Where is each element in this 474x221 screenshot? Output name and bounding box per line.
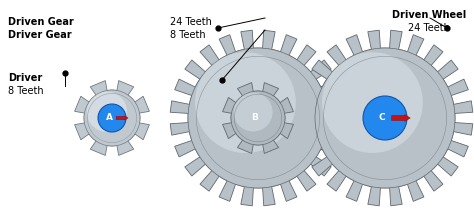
Circle shape [363, 96, 407, 140]
Circle shape [231, 91, 285, 145]
Circle shape [84, 90, 140, 146]
Circle shape [236, 96, 280, 140]
Text: Driven Wheel: Driven Wheel [392, 10, 466, 20]
Circle shape [322, 52, 423, 153]
Polygon shape [170, 30, 346, 206]
Circle shape [231, 91, 285, 145]
Text: Driver: Driver [8, 73, 42, 83]
Circle shape [188, 48, 328, 188]
Circle shape [98, 104, 126, 132]
FancyArrow shape [392, 115, 410, 121]
Circle shape [315, 48, 455, 188]
Polygon shape [223, 83, 293, 153]
Polygon shape [74, 81, 149, 155]
Text: 8 Teeth: 8 Teeth [170, 30, 206, 40]
Text: B: B [251, 114, 258, 122]
Circle shape [188, 48, 328, 188]
Text: 24 Teeth: 24 Teeth [170, 17, 212, 27]
FancyArrow shape [116, 116, 128, 120]
Text: 8 Teeth: 8 Teeth [8, 86, 44, 96]
Text: 24 Teeth: 24 Teeth [408, 23, 450, 33]
Circle shape [84, 90, 140, 146]
Text: C: C [378, 114, 385, 122]
Circle shape [195, 52, 296, 153]
FancyArrow shape [264, 115, 283, 121]
Circle shape [315, 48, 455, 188]
Text: B: B [251, 114, 258, 122]
Text: A: A [106, 114, 113, 122]
Text: Driver Gear: Driver Gear [8, 30, 72, 40]
Polygon shape [297, 30, 473, 206]
Circle shape [87, 92, 127, 132]
Text: Driven Gear: Driven Gear [8, 17, 74, 27]
Circle shape [234, 93, 273, 131]
